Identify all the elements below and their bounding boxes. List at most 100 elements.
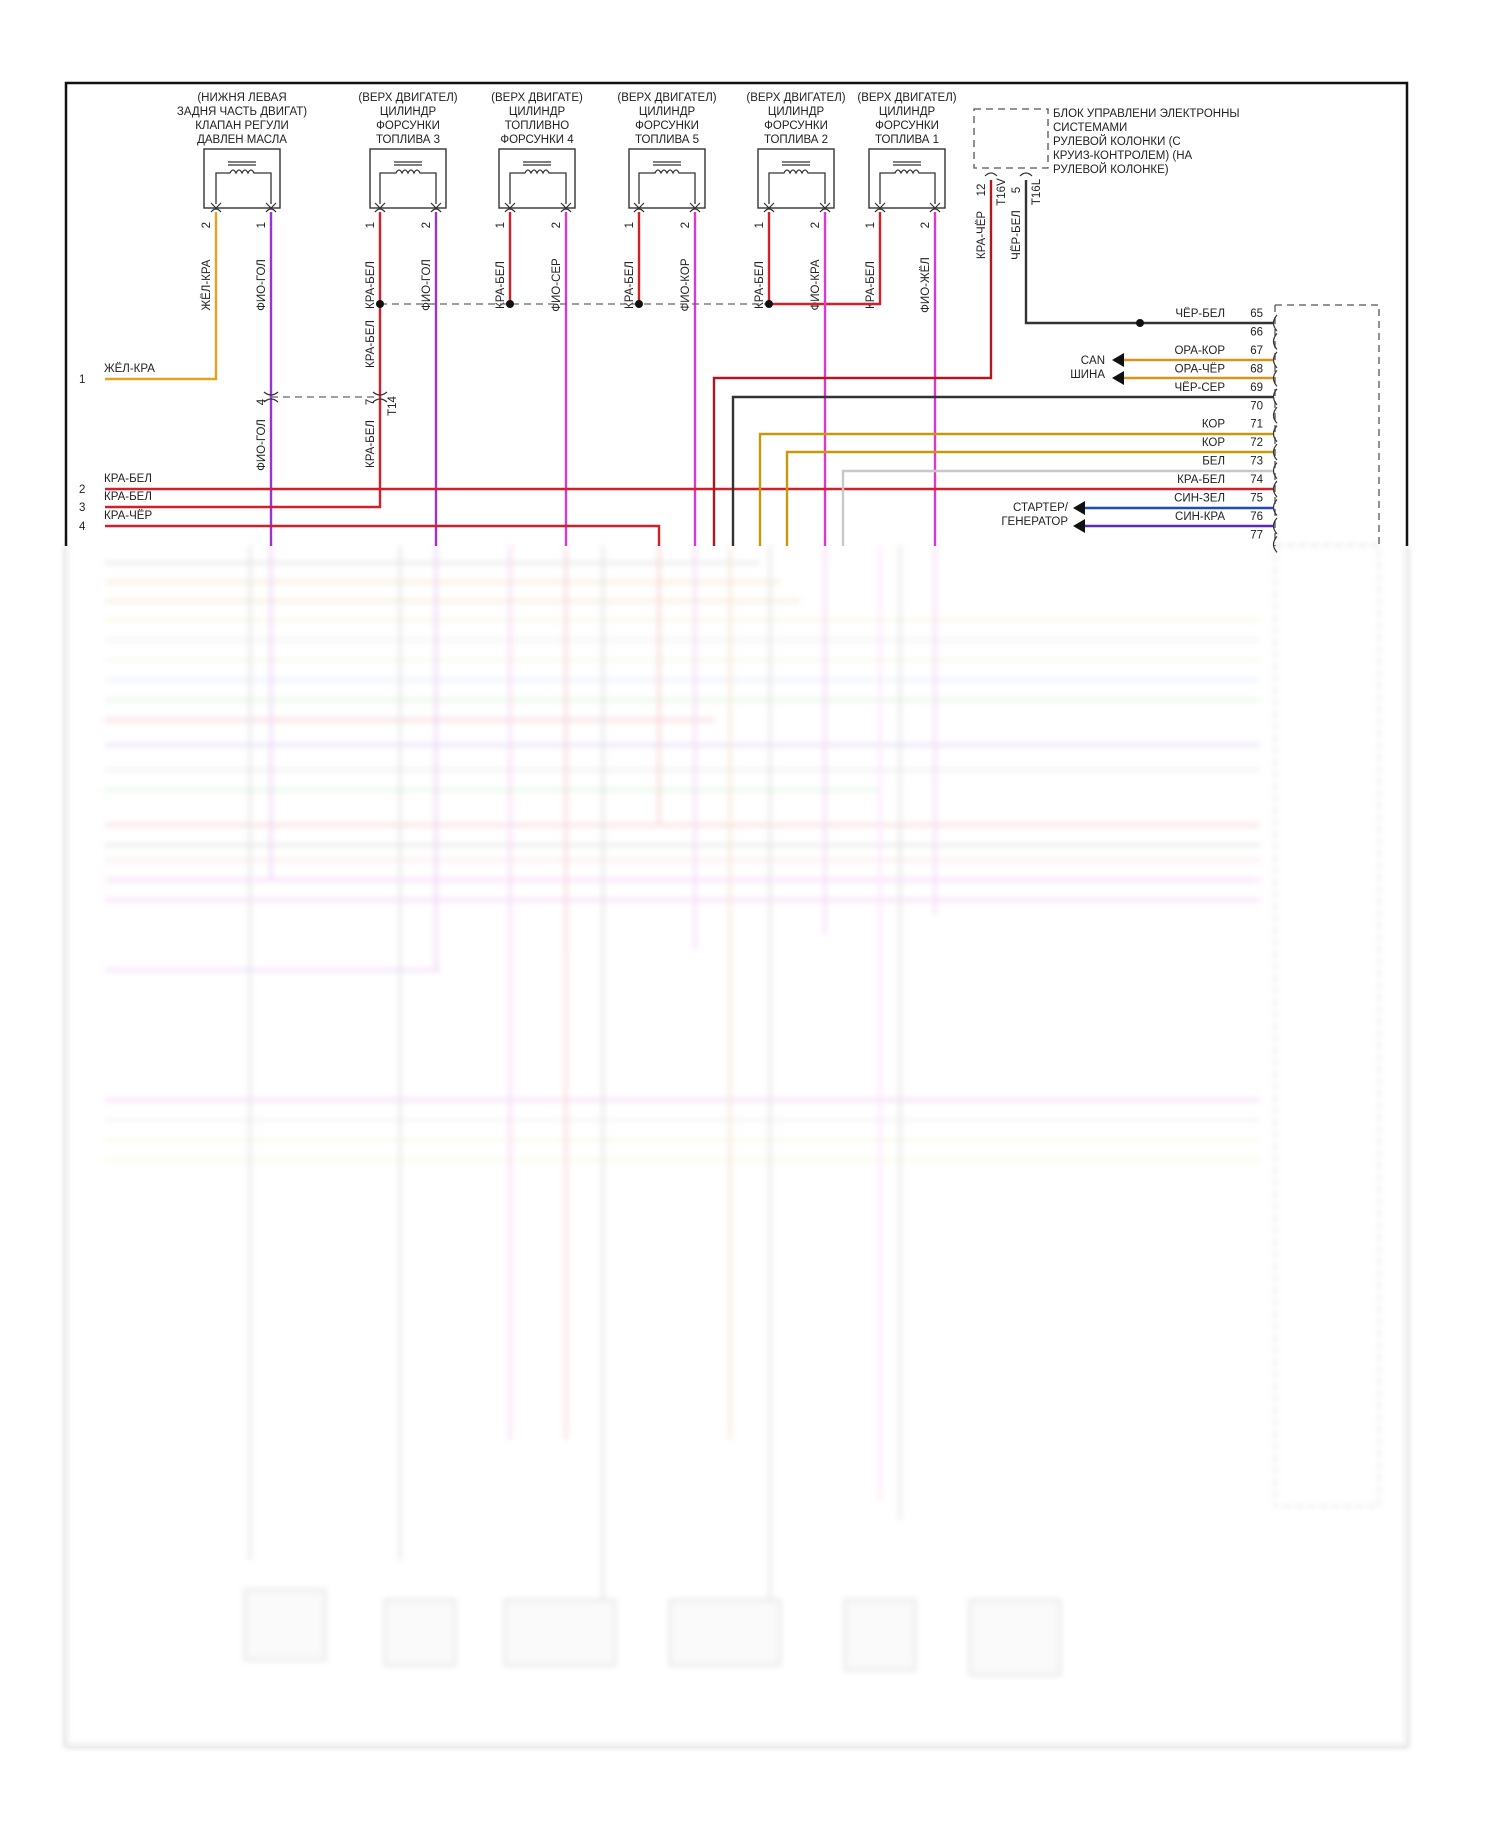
component-oil: (НИЖНЯ ЛЕВАЯ ЗАДНЯ ЧАСТЬ ДВИГАТ) КЛАПАН РЕ…	[177, 92, 307, 311]
solenoid-coil-icon	[879, 161, 936, 204]
wire-color-label: КРА-БЕЛ	[365, 420, 377, 468]
ecu-pin-terminal-icon	[1272, 351, 1278, 369]
component-label: ТОПЛИВНО	[505, 120, 570, 132]
starter-generator-label: ГЕНЕРАТОР	[1001, 516, 1068, 528]
wire-color-label: ФИО-ГОЛ	[421, 259, 433, 311]
component-label: ЦИЛИНДР	[380, 106, 437, 118]
pin-number: 2	[920, 222, 932, 228]
ecu-pin-terminal-icon	[1272, 333, 1278, 350]
pin-number: 1	[865, 222, 877, 228]
component-label: ЦИЛИНДР	[768, 106, 825, 118]
wire-color-label: СИН-ЗЕЛ	[1174, 493, 1225, 505]
pin-number: 1	[256, 222, 268, 228]
component-label: ЗАДНЯ ЧАСТЬ ДВИГАТ)	[177, 106, 307, 118]
pin-number: 2	[551, 222, 563, 228]
component-label: ФОРСУНКИ	[764, 120, 828, 132]
component-inj2: (ВЕРХ ДВИГАТЕЛ) ЦИЛИНДР ФОРСУНКИ ТОПЛИВА 2 1…	[746, 92, 845, 311]
steering-module-box	[973, 108, 1049, 169]
wire-kor-71	[758, 432, 1273, 546]
pin-number: 1	[365, 222, 377, 228]
can-bus-label: CAN	[1081, 355, 1105, 367]
ecu-pin-number: 68	[1250, 363, 1263, 375]
wire-color-label: КРА-БЕЛ	[865, 261, 877, 309]
component-label: ФОРСУНКИ	[376, 120, 440, 132]
splice-dot	[376, 300, 384, 308]
ecu-pin-number: 72	[1250, 437, 1263, 449]
wire-kra-cher-t16v	[712, 180, 993, 546]
ecu-pin-number: 73	[1250, 456, 1263, 468]
ecu-pin-number: 65	[1250, 308, 1263, 320]
wire-color-label: ЧЁР-СЕР	[1175, 382, 1226, 394]
pin-number: 5	[1011, 187, 1023, 193]
wire-color-label: КРА-БЕЛ	[104, 473, 152, 485]
ecu-pin-terminal-icon	[1272, 480, 1278, 498]
steering-module-label: БЛОК УПРАВЛЕНИ ЭЛЕКТРОННЫ	[1053, 108, 1240, 120]
wire-color-label: ФИО-СЕР	[551, 258, 563, 312]
component-label: ТОПЛИВА 3	[376, 134, 440, 146]
wire-color-label: ЧЁР-БЕЛ	[1175, 308, 1225, 320]
wire-zhel-kra	[105, 212, 218, 381]
solenoid-coil-icon	[638, 161, 696, 204]
ecu-pin-number: 66	[1250, 326, 1263, 338]
wire-bel-73	[841, 469, 1273, 546]
splice-dot	[506, 300, 514, 308]
arrow-left-icon	[1073, 501, 1085, 515]
pin-terminal-icon	[210, 202, 222, 213]
wire-color-label: КРА-БЕЛ	[104, 491, 152, 503]
wire-color-label: КОР	[1202, 419, 1226, 431]
ecu-pin-terminal-icon	[1272, 369, 1278, 387]
wire-kra-cher-4	[105, 524, 661, 546]
solenoid-coil-icon	[768, 161, 826, 204]
arrow-left-icon	[1073, 519, 1085, 533]
pin-terminal-icon	[1019, 172, 1033, 177]
pin-number: 2	[810, 222, 822, 228]
inline-connector-icon	[372, 391, 388, 403]
pin-number: 1	[495, 222, 507, 228]
component-label: ТОПЛИВА 5	[635, 134, 699, 146]
component-label: (ВЕРХ ДВИГАТЕЛ)	[358, 92, 457, 104]
wire-cher-ser-69	[731, 395, 1273, 546]
solenoid-coil-icon	[509, 161, 567, 204]
component-label: ТОПЛИВА 2	[764, 134, 828, 146]
ecu-pin-terminal-icon	[1272, 443, 1278, 461]
ecu-pin-terminal-icon	[1272, 425, 1278, 443]
left-pin-number: 1	[79, 374, 85, 386]
pin-number: 2	[201, 222, 213, 228]
diagram-frame	[64, 81, 1409, 546]
left-pin-number: 3	[79, 502, 85, 514]
ecu-pin-number: 70	[1250, 400, 1263, 412]
connector-label: T16L	[1031, 178, 1043, 205]
ecu-pin-terminal-icon	[1272, 517, 1278, 535]
wire-color-label: ФИО-ГОЛ	[256, 259, 268, 311]
pin-terminal-icon	[689, 202, 701, 213]
component-label: ЦИЛИНДР	[509, 106, 566, 118]
inline-connector-icon	[263, 391, 279, 403]
ecu-pin-terminal-icon	[1272, 388, 1278, 406]
pin-terminal-icon	[265, 202, 277, 213]
pin-number: 1	[754, 222, 766, 228]
wire-color-label: ЖЁЛ-КРА	[104, 363, 155, 375]
t14-pin-number: 4	[256, 398, 268, 405]
component-label: КЛАПАН РЕГУЛИ	[195, 120, 289, 132]
component-label: (ВЕРХ ДВИГАТЕ)	[491, 92, 583, 104]
ecu-pin-terminal-icon	[1272, 499, 1278, 516]
pin-terminal-icon	[763, 202, 775, 213]
wire-color-label: ФИО-КРА	[810, 259, 822, 310]
t14-pin-number: 7	[365, 399, 377, 405]
pin-terminal-icon	[929, 202, 941, 213]
ecu-pin-terminal-icon	[1272, 462, 1278, 479]
can-bus-label: ШИНА	[1070, 369, 1105, 381]
ecu-pin-number: 77	[1250, 529, 1263, 541]
starter-generator-label: СТАРТЕР/	[1013, 502, 1069, 514]
pin-terminal-icon	[984, 172, 998, 177]
connector-box	[369, 148, 447, 209]
steering-module-label: РУЛЕВОЙ КОЛОНКЕ)	[1053, 163, 1169, 176]
component-inj1: (ВЕРХ ДВИГАТЕЛ) ЦИЛИНДР ФОРСУНКИ ТОПЛИВА 1 1…	[857, 92, 956, 313]
ecu-pin-number: 71	[1250, 419, 1263, 431]
component-inj4: (ВЕРХ ДВИГАТЕ) ЦИЛИНДР ТОПЛИВНО ФОРСУНКИ 4 1…	[491, 92, 583, 312]
pin-terminal-icon	[560, 202, 572, 213]
component-label: ФОРСУНКИ 4	[500, 134, 574, 146]
pin-terminal-icon	[633, 202, 645, 213]
